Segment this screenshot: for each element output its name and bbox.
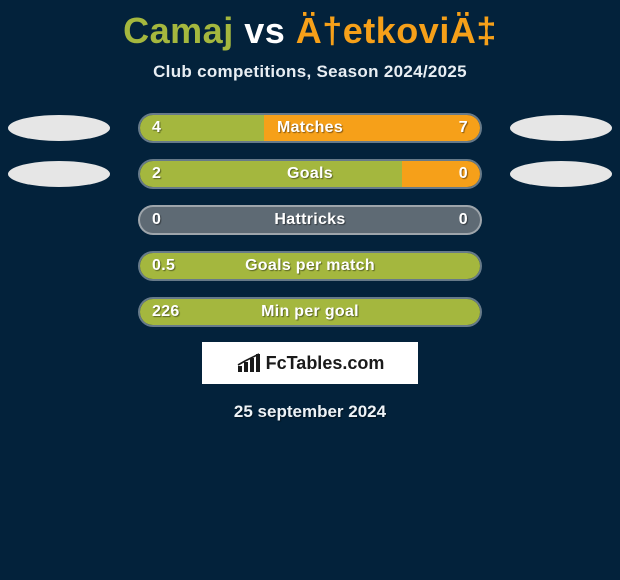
title-left-player: Camaj	[123, 10, 234, 51]
title-right-player: Ä†etkoviÄ‡	[296, 10, 497, 51]
player-ellipse-left	[8, 161, 110, 187]
stat-bar: 20Goals	[138, 159, 482, 189]
stat-label: Goals per match	[140, 253, 480, 279]
bars-icon	[236, 352, 262, 374]
stat-row: 00Hattricks	[0, 204, 620, 236]
player-ellipse-left	[8, 115, 110, 141]
subtitle: Club competitions, Season 2024/2025	[0, 62, 620, 82]
logo-text: FcTables.com	[266, 353, 385, 374]
player-ellipse-right	[510, 161, 612, 187]
stat-rows: 47Matches 20Goals 00Hattricks 0.5Goals per …	[0, 112, 620, 328]
stat-label: Min per goal	[140, 299, 480, 325]
stat-bar: 47Matches	[138, 113, 482, 143]
stat-label: Matches	[140, 115, 480, 141]
player-ellipse-right	[510, 115, 612, 141]
stat-row: 47Matches	[0, 112, 620, 144]
stat-row: 0.5Goals per match	[0, 250, 620, 282]
stats-card: Camaj vs Ä†etkoviÄ‡ Club competitions, S…	[0, 0, 620, 580]
logo-box: FcTables.com	[202, 342, 418, 384]
stat-label: Hattricks	[140, 207, 480, 233]
stat-bar: 00Hattricks	[138, 205, 482, 235]
stat-bar: 0.5Goals per match	[138, 251, 482, 281]
page-title: Camaj vs Ä†etkoviÄ‡	[0, 0, 620, 52]
stat-label: Goals	[140, 161, 480, 187]
date-text: 25 september 2024	[0, 402, 620, 422]
stat-row: 226Min per goal	[0, 296, 620, 328]
title-vs: vs	[234, 10, 296, 51]
logo-content: FcTables.com	[236, 352, 385, 374]
stat-bar: 226Min per goal	[138, 297, 482, 327]
stat-row: 20Goals	[0, 158, 620, 190]
